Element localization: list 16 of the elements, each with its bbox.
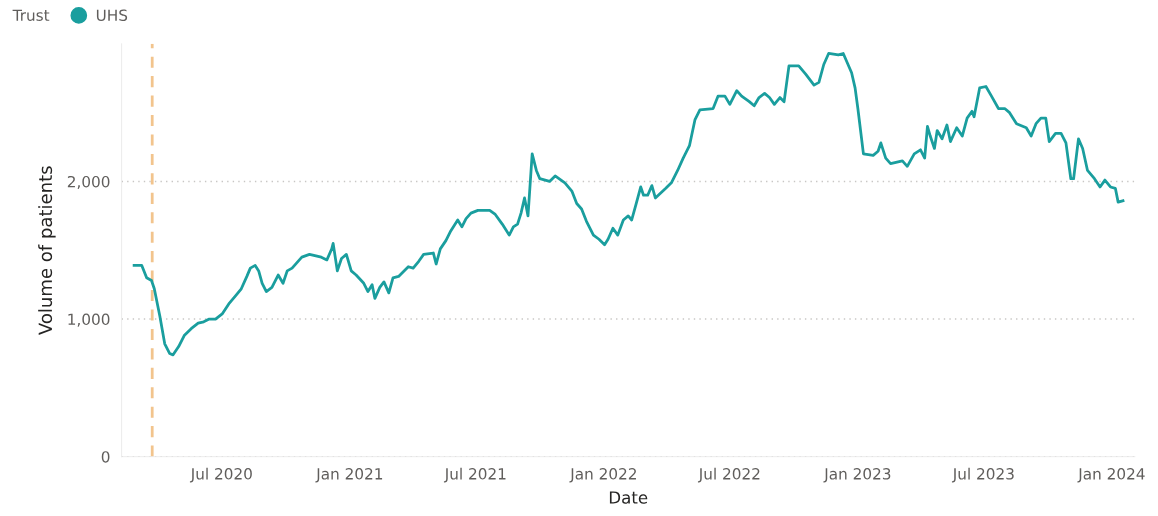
x-tick-label: Jul 2022 xyxy=(697,467,760,483)
y-tick-label: 2,000 xyxy=(67,175,110,190)
x-tick-label: Jul 2021 xyxy=(443,467,506,483)
legend-title: Trust xyxy=(12,9,50,21)
x-axis-title: Date xyxy=(609,491,648,504)
y-tick-label: 1,000 xyxy=(68,313,110,327)
y-axis-title: Volume of patients xyxy=(38,166,56,335)
line-series xyxy=(132,52,1125,357)
y-tick-label: 0 xyxy=(101,451,110,463)
x-tick-label: Jul 2020 xyxy=(189,467,252,483)
x-tick-label: Jan 2024 xyxy=(1077,468,1145,483)
x-tick-label: Jul 2023 xyxy=(951,467,1014,483)
x-tick-label: Jan 2021 xyxy=(315,468,383,483)
x-tick-label: Jan 2022 xyxy=(569,468,636,483)
x-tick-label: Jan 2023 xyxy=(823,468,891,483)
legend-label: UHS xyxy=(96,9,128,21)
